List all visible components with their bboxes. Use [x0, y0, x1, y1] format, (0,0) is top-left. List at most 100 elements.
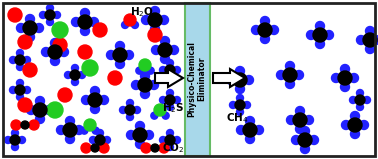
Circle shape — [135, 139, 144, 149]
Circle shape — [226, 76, 235, 84]
Circle shape — [366, 27, 375, 35]
Circle shape — [9, 56, 17, 63]
Circle shape — [99, 96, 108, 104]
Circle shape — [23, 56, 31, 63]
Circle shape — [90, 104, 99, 114]
Circle shape — [51, 56, 59, 66]
Circle shape — [260, 17, 270, 25]
Circle shape — [133, 107, 141, 114]
Circle shape — [160, 97, 166, 104]
Circle shape — [151, 144, 159, 152]
FancyArrow shape — [213, 69, 245, 87]
Circle shape — [127, 100, 133, 107]
Circle shape — [356, 104, 364, 111]
Circle shape — [65, 135, 74, 144]
Circle shape — [17, 24, 25, 32]
Circle shape — [74, 125, 84, 135]
Circle shape — [132, 21, 138, 28]
Circle shape — [141, 90, 150, 98]
Circle shape — [147, 67, 154, 74]
Circle shape — [25, 32, 34, 41]
Circle shape — [148, 13, 162, 27]
Circle shape — [160, 15, 169, 24]
Circle shape — [54, 11, 60, 18]
Circle shape — [166, 129, 174, 136]
Circle shape — [79, 72, 85, 79]
Circle shape — [233, 73, 247, 87]
Circle shape — [310, 135, 319, 145]
Circle shape — [71, 65, 79, 72]
Circle shape — [11, 120, 21, 130]
Circle shape — [307, 31, 316, 39]
Circle shape — [124, 14, 136, 26]
Circle shape — [17, 49, 23, 56]
Circle shape — [141, 15, 150, 24]
Circle shape — [5, 136, 11, 144]
Circle shape — [141, 143, 151, 153]
Circle shape — [136, 67, 143, 74]
Circle shape — [350, 97, 356, 104]
Circle shape — [294, 70, 304, 80]
Circle shape — [90, 17, 99, 27]
Circle shape — [84, 119, 96, 131]
Circle shape — [9, 86, 17, 93]
Circle shape — [166, 73, 174, 80]
Text: H$_2$O: H$_2$O — [130, 5, 154, 19]
Circle shape — [90, 136, 96, 144]
Circle shape — [174, 66, 181, 73]
Circle shape — [53, 38, 67, 52]
Circle shape — [151, 112, 158, 119]
Circle shape — [287, 115, 296, 124]
Circle shape — [359, 121, 369, 129]
Circle shape — [99, 143, 109, 153]
Circle shape — [158, 43, 172, 57]
Circle shape — [10, 135, 20, 145]
Circle shape — [245, 135, 254, 144]
Circle shape — [166, 90, 174, 97]
Circle shape — [18, 35, 32, 49]
Circle shape — [166, 59, 174, 66]
Circle shape — [11, 129, 19, 136]
Circle shape — [283, 68, 297, 82]
Circle shape — [92, 127, 99, 134]
Circle shape — [125, 105, 135, 115]
Circle shape — [52, 22, 68, 38]
Circle shape — [116, 41, 124, 51]
Circle shape — [341, 65, 350, 73]
Circle shape — [47, 102, 63, 118]
Circle shape — [152, 45, 161, 55]
Circle shape — [237, 125, 245, 135]
Circle shape — [159, 143, 169, 153]
Circle shape — [45, 106, 54, 114]
Circle shape — [65, 117, 74, 125]
Circle shape — [81, 143, 91, 153]
Circle shape — [58, 88, 72, 102]
Text: H$_2$S: H$_2$S — [162, 101, 184, 115]
Text: CO$_2$: CO$_2$ — [162, 141, 184, 155]
Circle shape — [296, 124, 305, 134]
Circle shape — [243, 101, 251, 108]
Circle shape — [301, 127, 310, 135]
Circle shape — [122, 21, 129, 28]
Circle shape — [237, 94, 243, 101]
Circle shape — [160, 66, 166, 73]
Circle shape — [356, 90, 364, 97]
Circle shape — [139, 59, 151, 71]
Circle shape — [243, 123, 257, 137]
Circle shape — [17, 93, 23, 100]
Circle shape — [154, 104, 166, 116]
Circle shape — [356, 35, 366, 45]
Circle shape — [119, 107, 127, 114]
Circle shape — [133, 128, 147, 142]
Circle shape — [313, 28, 327, 42]
Text: CH$_4$: CH$_4$ — [226, 111, 249, 125]
Circle shape — [108, 71, 122, 85]
Circle shape — [332, 73, 341, 83]
Circle shape — [150, 7, 160, 15]
Circle shape — [254, 125, 263, 135]
Circle shape — [70, 70, 80, 80]
Circle shape — [316, 39, 324, 48]
Circle shape — [39, 11, 46, 18]
Circle shape — [245, 117, 254, 125]
Circle shape — [95, 135, 105, 145]
